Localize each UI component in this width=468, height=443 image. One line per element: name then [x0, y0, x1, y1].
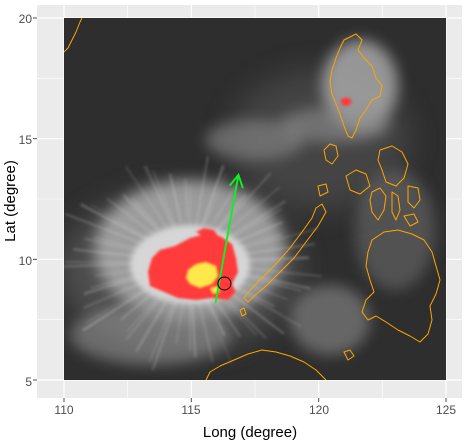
cloud-streak — [224, 282, 302, 328]
coastline-leyte — [407, 185, 421, 209]
cloud-streak — [126, 289, 165, 332]
cloud-streak — [64, 262, 136, 268]
storm-motion-vector — [214, 174, 240, 303]
cloud-streak — [244, 256, 309, 262]
coastline-mindoro — [323, 143, 339, 165]
cloud-mindanao — [290, 285, 370, 355]
cloud-streak — [94, 268, 140, 277]
coastline-bohol — [403, 213, 419, 227]
storm-motion-arrowhead — [228, 172, 244, 189]
coastline-mindanao — [361, 229, 441, 343]
coastline-islet — [239, 307, 247, 317]
y-tick-label: 5 — [25, 375, 32, 389]
cloud-streak — [135, 301, 167, 352]
x-tick-label: 125 — [436, 403, 456, 417]
x-tick-label: 120 — [309, 403, 329, 417]
cloud-streak — [120, 288, 158, 321]
cloud-streak — [90, 204, 156, 242]
cloud-streak — [151, 297, 179, 371]
coastline-china — [64, 18, 83, 53]
cloud-scs-north — [205, 120, 305, 160]
cloud-luzon-tail — [280, 107, 390, 143]
cloud-streak — [93, 236, 142, 250]
cloud-streak — [222, 297, 258, 336]
cloud-streak — [223, 287, 285, 335]
cloud-streak — [73, 248, 148, 259]
cloud-streak — [224, 221, 284, 248]
y-axis-title: Lat (degree) — [2, 160, 19, 242]
cloud-streak — [205, 173, 227, 224]
cloud-streak — [215, 172, 272, 235]
coastline-samar — [377, 145, 409, 187]
cloud-streak — [213, 183, 238, 223]
y-tick-label: 15 — [19, 133, 33, 147]
cloud-streak — [169, 173, 182, 222]
coastline-palawan — [243, 203, 327, 303]
coastline-negros — [369, 187, 387, 221]
cloud-streak — [125, 166, 172, 235]
cloud-streak — [106, 198, 157, 237]
y-tick-label: 10 — [19, 254, 33, 268]
cloud-streak — [230, 233, 282, 251]
cloud-streak — [84, 273, 150, 295]
x-tick-label: 115 — [181, 403, 200, 417]
coastline-calamian — [317, 183, 329, 197]
cloud-streak — [83, 237, 145, 253]
cloud-streak — [235, 271, 311, 290]
coastline-cebu — [391, 191, 401, 221]
cloud-streak — [90, 273, 145, 289]
cloud-streak — [184, 178, 189, 219]
cloud-streak — [210, 194, 247, 237]
storm-center-marker — [217, 276, 232, 291]
cloud-streak — [80, 203, 158, 246]
cloud-streak — [240, 243, 315, 256]
satellite-image — [64, 18, 446, 380]
coastline-panay — [345, 169, 371, 195]
cloud-streak — [201, 165, 225, 227]
x-tick-label: 110 — [54, 403, 73, 417]
cloud-streak — [234, 208, 283, 237]
cloud-streak — [148, 300, 175, 363]
cold-cloud-tops-fringe — [196, 228, 218, 238]
coastlines — [64, 18, 441, 380]
cloud-streak — [232, 265, 322, 278]
cloud-streak — [175, 296, 185, 344]
cloud-streak — [64, 213, 141, 244]
cloud-streak — [204, 293, 226, 336]
cloud-streak — [198, 302, 214, 363]
cloud-streak — [122, 194, 159, 231]
cloud-streak — [125, 287, 170, 340]
coastline-borneo — [205, 349, 327, 380]
cloud-streak — [235, 228, 319, 251]
cloud-streak — [152, 170, 176, 227]
cloud-streak — [82, 286, 151, 331]
cloud-streak — [83, 276, 156, 309]
cloud-streak — [221, 293, 267, 339]
coastline-luzon — [329, 33, 383, 139]
coastline-sulu — [343, 349, 355, 361]
cloud-streak — [239, 280, 289, 301]
cloud-streak — [85, 287, 146, 323]
x-axis-title: Long (degree) — [203, 424, 297, 441]
coldest-core — [186, 262, 218, 288]
cloud-streak — [191, 305, 197, 358]
cloud-streak — [144, 165, 176, 231]
y-tick-label: 20 — [19, 12, 33, 26]
cloud-streak — [195, 156, 209, 228]
cloud-streak — [131, 197, 158, 227]
cloud-streak — [204, 297, 233, 365]
cloud-streak — [222, 186, 281, 236]
cloud-streak — [229, 200, 286, 238]
cold-cloud-tops-luzon — [340, 97, 352, 106]
axis-ticks — [33, 17, 447, 402]
